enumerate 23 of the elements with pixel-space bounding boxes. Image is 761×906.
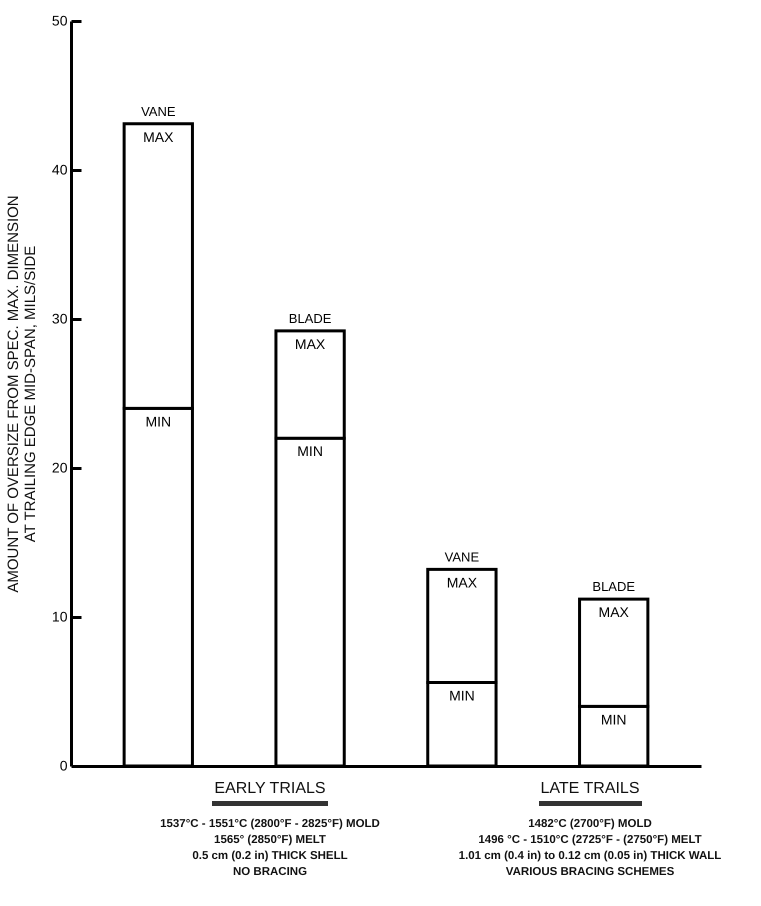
text: 1482°C (2700°F) MOLD 1496 °C - 1510°C (2725°F - (2750°F) MELT 1.01 cm (0.4 in) to 0.12 cm (0.05 in) THICK WALL VARIOUS BRACING SCHEMES: [458, 817, 722, 880]
y-tick-label: 50: [52, 12, 68, 28]
text: MIN: [449, 688, 475, 704]
y-tick-label: 40: [52, 162, 68, 178]
x-tick-label: BLADE: [592, 579, 636, 594]
x-tick-label: VANE: [444, 549, 480, 564]
x-tick-label: BLADE: [288, 310, 332, 326]
text: MAX: [294, 336, 326, 352]
y-tick-label: 20: [52, 460, 68, 476]
text: EARLY TRIALS: [212, 779, 328, 806]
y-tick-label: 0: [60, 758, 68, 774]
x-tick-label: VANE: [141, 104, 176, 119]
text: MIN: [297, 443, 323, 460]
text: MIN: [600, 711, 627, 728]
text: 1537°C - 1551°C (2800°F - 2825°F) MOLD 1565° (2850°F) MELT 0.5 cm (0.2 in) THICK SHELL NO BRACING: [159, 817, 381, 880]
text: MAX: [446, 574, 478, 590]
series-label: MIN: [145, 413, 172, 430]
text: LATE TRAILS: [538, 779, 642, 806]
y-axis-title: AMOUNT OF OVERSIZE FROM SPEC. MAX. DIMENSION AT TRAILING EDGE MID-SPAN, MILS/SIDE: [4, 195, 39, 593]
y-tick-label: 30: [52, 310, 68, 326]
y-tick-label: 10: [52, 608, 68, 624]
series-label: MAX: [143, 128, 174, 145]
text: MAX: [598, 604, 629, 620]
